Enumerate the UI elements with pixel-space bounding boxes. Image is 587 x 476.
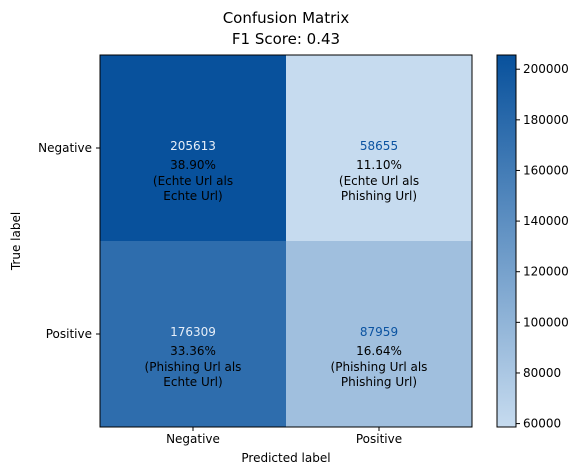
cell-description-label: Echte Url) bbox=[163, 189, 222, 203]
colorbar-tick-label: 140000 bbox=[523, 214, 569, 228]
cell-value-label: 87959 bbox=[360, 325, 398, 339]
heatmap-cell-rect bbox=[286, 241, 472, 427]
colorbar-tick-label: 120000 bbox=[523, 265, 569, 279]
colorbar-tick-label: 180000 bbox=[523, 113, 569, 127]
colorbar-tick-label: 200000 bbox=[523, 62, 569, 76]
x-tick-label: Negative bbox=[166, 432, 220, 446]
cell-description-label: (Echte Url als bbox=[339, 174, 419, 188]
y-axis-label: True label bbox=[9, 212, 23, 271]
heatmap-cell-rect bbox=[100, 55, 286, 241]
colorbar-tick-label: 100000 bbox=[523, 315, 569, 329]
cell-percent-label: 16.64% bbox=[356, 344, 402, 358]
cell-description-label: (Echte Url als bbox=[153, 174, 233, 188]
cell-value-label: 205613 bbox=[170, 139, 216, 153]
y-tick-label: Negative bbox=[38, 141, 92, 155]
cell-percent-label: 11.10% bbox=[356, 158, 402, 172]
plot-frame bbox=[99, 54, 473, 428]
cell-value-label: 176309 bbox=[170, 325, 216, 339]
colorbar-tick-label: 80000 bbox=[523, 366, 561, 380]
cell-percent-label: 33.36% bbox=[170, 344, 216, 358]
y-tick-label: Positive bbox=[46, 327, 92, 341]
heatmap-cell-rect bbox=[100, 241, 286, 427]
heatmap-cell-rect bbox=[286, 55, 472, 241]
colorbar: 60000 80000 100000 120000 140000 160000 180000… bbox=[496, 54, 569, 431]
cell-description-label: Phishing Url) bbox=[341, 375, 417, 389]
cell-percent-label: 38.90% bbox=[170, 158, 216, 172]
chart-title: Confusion Matrix bbox=[223, 9, 350, 27]
colorbar-gradient bbox=[496, 54, 517, 428]
colorbar-tick-label: 160000 bbox=[523, 163, 569, 177]
colorbar-tick-label: 60000 bbox=[523, 417, 561, 431]
x-tick-label: Positive bbox=[356, 432, 402, 446]
chart-subtitle: F1 Score: 0.43 bbox=[232, 30, 340, 48]
cell-description-label: Echte Url) bbox=[163, 375, 222, 389]
x-axis: Negative Positive bbox=[166, 427, 402, 446]
cell-value-label: 58655 bbox=[360, 139, 398, 153]
x-axis-label: Predicted label bbox=[241, 451, 330, 465]
cell-description-label: (Phishing Url als bbox=[331, 360, 428, 374]
cell-description-label: Phishing Url) bbox=[341, 189, 417, 203]
cell-description-label: (Phishing Url als bbox=[145, 360, 242, 374]
y-axis: Negative Positive bbox=[38, 141, 100, 341]
